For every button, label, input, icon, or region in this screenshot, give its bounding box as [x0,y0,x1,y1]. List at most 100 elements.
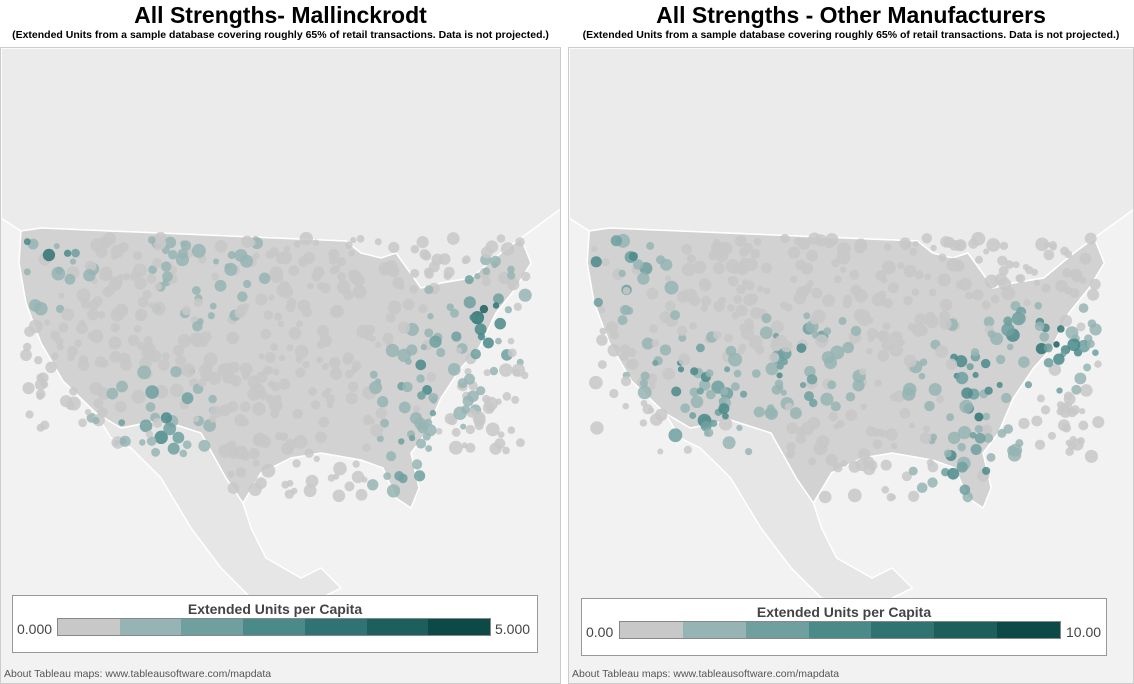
county-mark [943,449,952,458]
county-mark [1092,416,1105,429]
county-mark [649,382,656,390]
county-mark [974,255,983,264]
county-mark [209,405,222,418]
county-mark [295,320,304,328]
county-mark [750,248,761,260]
county-mark [1041,283,1051,293]
county-mark [192,415,200,423]
county-mark [495,337,502,345]
county-mark [597,360,607,369]
county-mark [387,300,402,315]
county-mark [1031,415,1043,427]
county-mark [984,386,993,395]
county-mark [983,316,995,328]
county-mark [313,455,320,463]
county-mark [919,432,932,444]
county-mark [897,262,905,270]
county-mark [374,378,382,385]
county-mark [504,306,513,314]
county-mark [724,366,731,373]
legend-swatch [808,622,872,638]
county-mark [507,348,517,358]
choropleth-map[interactable]: Extended Units per Capita 0.000 5.000 Ab… [0,47,561,684]
county-mark [55,304,65,313]
county-mark [243,279,252,289]
county-mark [252,459,260,467]
county-mark [1056,387,1063,394]
map-credit-link[interactable]: About Tableau maps: www.tableausoftware.… [4,668,272,680]
county-mark [336,272,347,282]
legend-swatch [243,619,305,635]
county-mark [469,314,477,321]
county-mark [1060,246,1069,256]
county-mark [465,442,476,453]
county-mark [871,292,886,307]
county-mark [981,300,991,310]
county-mark [1087,288,1100,301]
choropleth-map[interactable]: Extended Units per Capita 0.00 10.00 Abo… [568,47,1134,684]
county-mark [1089,278,1101,290]
county-mark [806,280,814,287]
county-mark [642,403,653,415]
county-mark [355,488,368,501]
county-mark [1076,322,1086,332]
county-mark [929,433,938,441]
county-mark [947,431,961,445]
county-mark [761,313,772,324]
map-credit-link[interactable]: About Tableau maps: www.tableausoftware.… [572,668,840,680]
county-mark [481,276,491,287]
county-mark [219,404,232,417]
county-mark [627,348,637,358]
legend-swatch [997,622,1061,638]
county-mark [461,257,469,265]
county-mark [193,298,203,307]
county-mark [476,386,486,396]
county-mark [444,412,457,425]
county-mark [799,381,807,389]
county-mark [42,248,56,262]
county-mark [443,266,455,278]
county-mark [998,277,1012,291]
county-mark [998,265,1009,276]
county-mark [429,409,437,417]
legend-color-bar [57,618,491,636]
county-mark [877,350,890,362]
county-mark [50,330,61,341]
county-mark [352,285,367,299]
county-mark [803,312,811,320]
county-mark [935,395,945,404]
county-mark [257,389,268,401]
county-mark [352,460,360,468]
legend-max: 5.000 [495,621,531,637]
county-mark [333,461,347,476]
county-mark [701,296,712,306]
county-mark [209,302,217,310]
county-mark [426,372,437,382]
county-mark [1043,357,1054,368]
county-mark [1084,232,1097,245]
county-mark [288,326,302,340]
county-mark [402,381,413,393]
county-mark [700,304,709,312]
county-mark [845,392,856,402]
county-mark [924,400,935,412]
county-mark [25,410,34,419]
county-mark [983,248,990,255]
county-mark [409,435,416,442]
county-mark [641,337,654,350]
county-mark [330,304,344,318]
county-mark [1018,356,1030,368]
county-mark [110,322,120,333]
county-mark [258,353,265,360]
county-mark [502,446,510,455]
county-mark [705,389,716,400]
county-mark [1035,237,1050,252]
county-mark [281,442,294,455]
county-mark [987,330,996,338]
county-mark [290,487,298,495]
county-mark [518,288,532,302]
county-mark [590,256,602,268]
county-mark [58,322,69,333]
county-mark [974,424,983,434]
county-mark [383,472,392,481]
